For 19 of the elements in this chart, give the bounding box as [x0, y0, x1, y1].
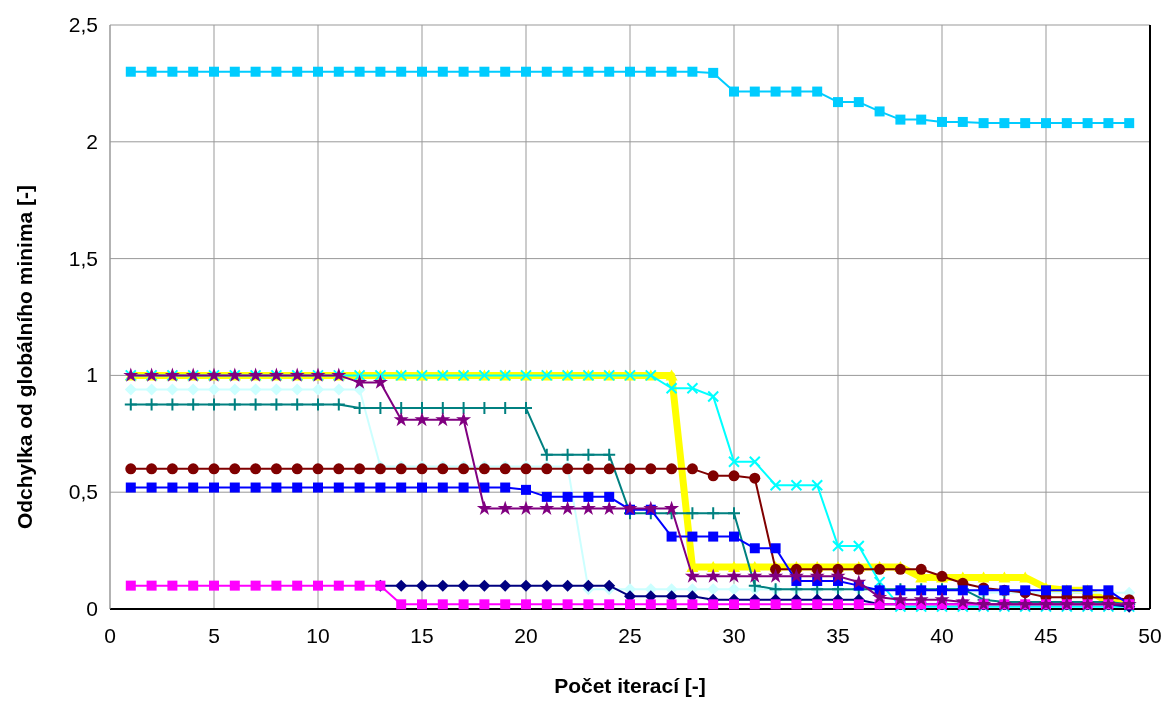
y-tick-label: 0 [86, 597, 98, 620]
x-tick-label: 15 [410, 624, 434, 647]
x-tick-label: 35 [826, 624, 850, 647]
y-axis-title: Odchylka od globálního minima [-] [13, 184, 36, 530]
x-axis-title: Počet iterací [-] [554, 674, 706, 697]
x-tick-label: 30 [722, 624, 746, 647]
y-tick-label: 1,5 [68, 246, 98, 270]
x-tick-label: 20 [514, 624, 538, 647]
x-tick-label: 50 [1138, 624, 1162, 647]
x-tick-label: 10 [306, 624, 330, 647]
y-tick-label: 1 [86, 363, 98, 387]
x-tick-label: 45 [1034, 624, 1058, 647]
y-tick-label: 0,5 [68, 480, 98, 504]
x-tick-label: 40 [930, 624, 954, 647]
x-tick-label: 0 [104, 624, 116, 647]
x-tick-label: 25 [618, 624, 642, 647]
y-tick-label: 2,5 [68, 13, 98, 36]
x-tick-label: 5 [208, 624, 220, 647]
y-tick-label: 2 [86, 129, 98, 153]
